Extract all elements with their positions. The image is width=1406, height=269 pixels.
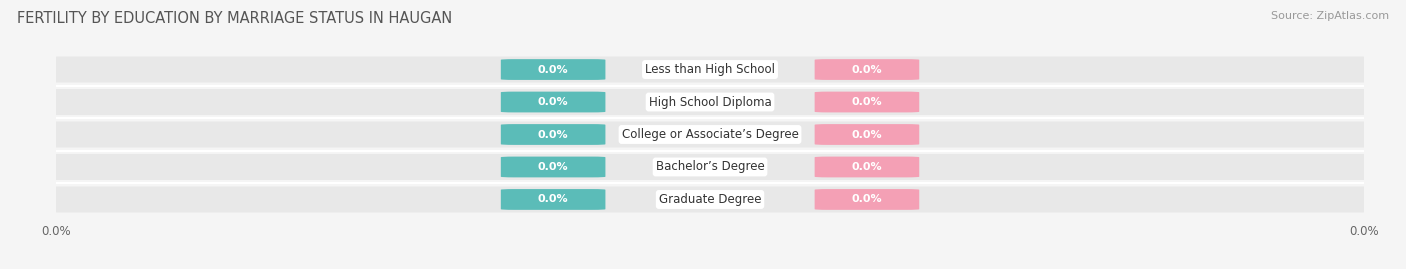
FancyBboxPatch shape — [37, 56, 1384, 83]
Text: 0.0%: 0.0% — [852, 97, 882, 107]
Text: High School Diploma: High School Diploma — [648, 95, 772, 108]
FancyBboxPatch shape — [37, 186, 1384, 213]
Text: 0.0%: 0.0% — [852, 194, 882, 204]
FancyBboxPatch shape — [37, 89, 1384, 115]
FancyBboxPatch shape — [501, 59, 606, 80]
FancyBboxPatch shape — [501, 92, 606, 112]
Text: 0.0%: 0.0% — [538, 97, 568, 107]
Text: 0.0%: 0.0% — [538, 162, 568, 172]
Text: Source: ZipAtlas.com: Source: ZipAtlas.com — [1271, 11, 1389, 21]
Text: College or Associate’s Degree: College or Associate’s Degree — [621, 128, 799, 141]
Text: 0.0%: 0.0% — [852, 129, 882, 140]
FancyBboxPatch shape — [37, 122, 1384, 147]
Legend: Married, Unmarried: Married, Unmarried — [619, 264, 801, 269]
FancyBboxPatch shape — [814, 92, 920, 112]
FancyBboxPatch shape — [814, 124, 920, 145]
FancyBboxPatch shape — [814, 59, 920, 80]
FancyBboxPatch shape — [501, 124, 606, 145]
FancyBboxPatch shape — [814, 189, 920, 210]
Text: Less than High School: Less than High School — [645, 63, 775, 76]
Text: 0.0%: 0.0% — [852, 162, 882, 172]
FancyBboxPatch shape — [37, 154, 1384, 180]
FancyBboxPatch shape — [814, 157, 920, 177]
FancyBboxPatch shape — [501, 157, 606, 177]
Text: 0.0%: 0.0% — [852, 65, 882, 75]
Text: Bachelor’s Degree: Bachelor’s Degree — [655, 161, 765, 174]
Text: 0.0%: 0.0% — [538, 129, 568, 140]
Text: Graduate Degree: Graduate Degree — [659, 193, 761, 206]
FancyBboxPatch shape — [501, 189, 606, 210]
Text: 0.0%: 0.0% — [538, 65, 568, 75]
Text: FERTILITY BY EDUCATION BY MARRIAGE STATUS IN HAUGAN: FERTILITY BY EDUCATION BY MARRIAGE STATU… — [17, 11, 453, 26]
Text: 0.0%: 0.0% — [538, 194, 568, 204]
